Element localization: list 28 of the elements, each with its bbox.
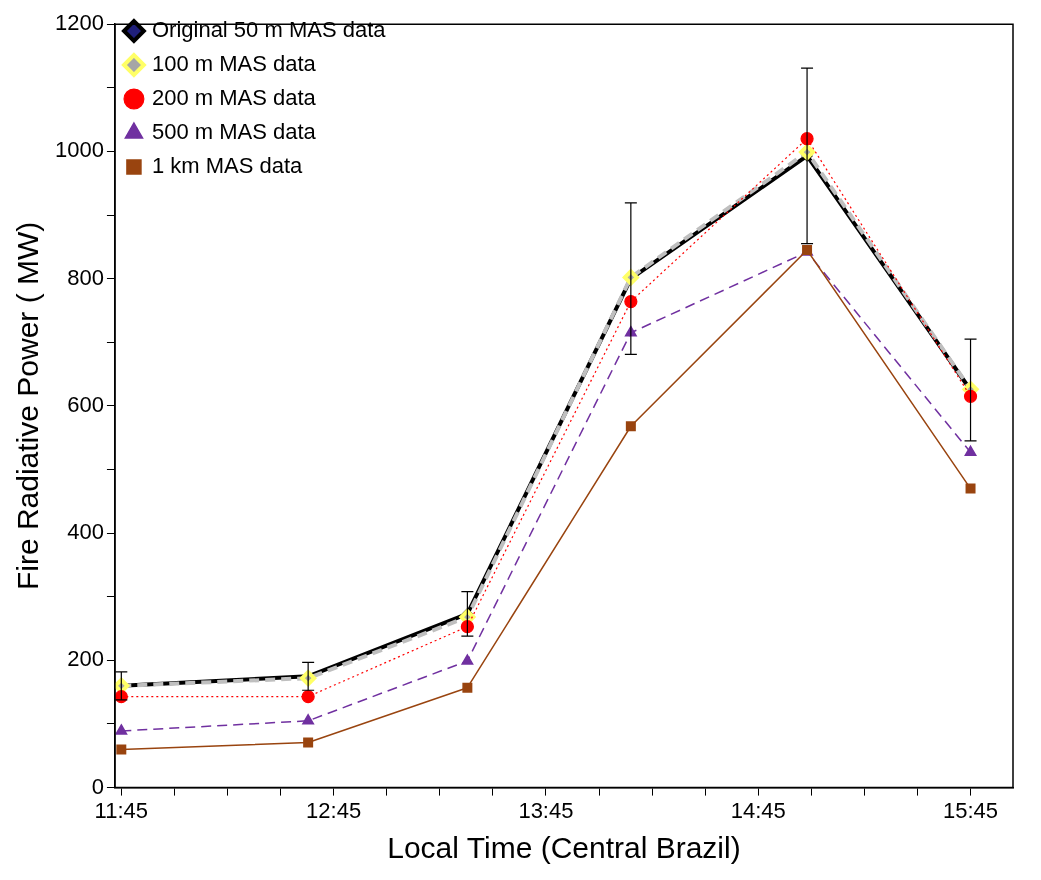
y-tick-label: 200 <box>67 646 104 672</box>
x-tick-label: 11:45 <box>94 797 149 823</box>
point <box>964 445 977 457</box>
y-tick-label: 600 <box>67 391 104 417</box>
legend-label: 100 m MAS data <box>151 51 317 77</box>
point <box>625 421 636 432</box>
y-tick-label: 400 <box>67 519 104 545</box>
point <box>965 483 976 494</box>
y-tick-label: 1000 <box>54 137 104 163</box>
y-tick-label: 0 <box>91 773 104 799</box>
point <box>301 690 315 704</box>
x-axis-title: Local Time (Central Brazil) <box>387 831 741 865</box>
x-tick-label: 14:45 <box>730 797 786 823</box>
point <box>302 714 315 725</box>
y-axis-title: Fire Radiative Power ( MW) <box>11 221 45 591</box>
legend-label: 1 km MAS data <box>151 153 304 179</box>
x-tick-label: 15:45 <box>943 797 999 823</box>
point <box>461 654 474 665</box>
point <box>462 682 473 693</box>
legend-label: 200 m MAS data <box>151 85 317 111</box>
x-tick-label: 13:45 <box>518 797 574 823</box>
point <box>115 724 128 735</box>
point <box>303 737 314 748</box>
y-tick-label: 1200 <box>54 10 104 36</box>
point <box>116 744 127 755</box>
x-tick-label: 12:45 <box>306 797 362 823</box>
y-tick-label: 800 <box>67 264 104 290</box>
legend-label: 500 m MAS data <box>151 119 317 145</box>
